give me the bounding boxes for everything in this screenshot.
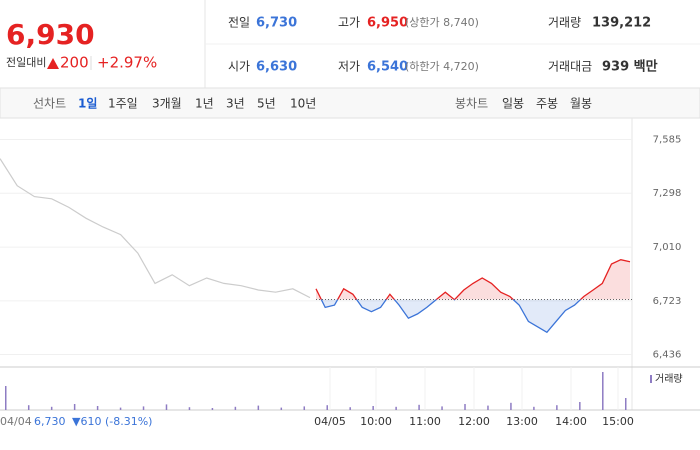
volume-bar: [372, 406, 374, 410]
area-down: [316, 299, 630, 333]
volume-bar: [602, 372, 604, 410]
x-tick-label: 11:00: [409, 415, 441, 428]
stat-label: 고가: [338, 16, 360, 30]
change-label: 전일대비: [6, 55, 46, 69]
volume-bar: [50, 406, 53, 410]
tab-bar: [0, 87, 700, 119]
x-tick-label: 13:00: [506, 415, 538, 428]
volume-bar: [73, 404, 76, 410]
stat-value: 6,950: [367, 16, 408, 31]
volume-bar: [257, 405, 260, 410]
volume-bar: [27, 405, 30, 410]
stat-label: 거래량: [548, 16, 581, 30]
tab-group-label: 선차트: [33, 97, 66, 111]
volume-bar: [303, 406, 306, 410]
tab[interactable]: 3개월: [152, 97, 182, 111]
volume-bar: [441, 406, 443, 410]
y-tick-label: 7,585: [653, 135, 682, 146]
stat-value: 939 백만: [602, 59, 658, 75]
volume-legend-swatch: [650, 375, 652, 383]
change-rate: +2.97%: [97, 54, 157, 72]
volume-bar: [418, 404, 420, 410]
tab-group-label: 봉차트: [455, 97, 488, 111]
volume-bar: [510, 402, 512, 410]
prev-close: 6,730: [34, 415, 66, 428]
x-tick-label: 04/05: [314, 415, 346, 428]
tab[interactable]: 1일: [78, 97, 97, 111]
volume-bar: [326, 405, 328, 410]
stat-value: 6,540: [367, 60, 408, 75]
stat-label: 저가: [338, 60, 360, 74]
x-tick-label: 12:00: [458, 415, 490, 428]
tab[interactable]: 1년: [195, 97, 214, 111]
volume-bar: [533, 406, 535, 410]
x-tick-label: 10:00: [360, 415, 392, 428]
volume-bar: [234, 406, 237, 410]
volume-bar: [556, 405, 558, 410]
price-line-up: [315, 259, 631, 300]
volume-bar: [579, 402, 581, 410]
up-icon: [47, 58, 59, 69]
stat-note: (하한가 4,720): [405, 59, 479, 73]
y-tick-label: 6,723: [653, 296, 682, 307]
tab[interactable]: 1주일: [108, 97, 138, 111]
volume-bar: [395, 406, 397, 410]
tab[interactable]: 10년: [290, 97, 316, 111]
volume-bar: [119, 407, 122, 410]
prev-day-line: [0, 158, 311, 299]
stat-value: 6,730: [256, 16, 297, 31]
volume-bar: [625, 398, 627, 410]
y-tick-label: 7,298: [653, 188, 682, 199]
y-tick-label: 6,436: [653, 350, 682, 361]
volume-bar: [211, 408, 214, 410]
volume-bar: [280, 407, 283, 410]
volume-bar: [165, 404, 168, 410]
x-tick-label: 15:00: [602, 415, 634, 428]
current-price: 6,930: [6, 18, 95, 51]
stat-label: 전일: [228, 16, 250, 30]
volume-bar: [349, 407, 351, 410]
volume-legend: 거래량: [655, 373, 683, 385]
volume-bar: [142, 406, 145, 410]
area-up: [316, 259, 630, 300]
stat-label: 거래대금: [548, 60, 592, 74]
tab[interactable]: 3년: [226, 97, 245, 111]
volume-bar: [487, 405, 489, 410]
x-tick-label: 14:00: [555, 415, 587, 428]
stat-value: 6,630: [256, 60, 297, 75]
stat-note: (상한가 8,740): [405, 16, 479, 29]
prev-date: 04/04: [0, 415, 32, 428]
tab[interactable]: 일봉: [502, 97, 524, 111]
tab[interactable]: 월봉: [570, 97, 592, 111]
stat-label: 시가: [228, 60, 250, 74]
price-line-down: [320, 299, 582, 334]
y-tick-label: 7,010: [653, 242, 682, 253]
volume-bar: [188, 407, 191, 410]
tab[interactable]: 5년: [257, 97, 276, 111]
volume-bar: [96, 406, 99, 410]
volume-bar: [5, 386, 7, 410]
tab[interactable]: 주봉: [536, 97, 558, 111]
prev-change: ▼610 (-8.31%): [72, 415, 152, 428]
change: 200: [60, 54, 89, 72]
stat-value: 139,212: [592, 16, 651, 31]
volume-bar: [464, 404, 466, 410]
